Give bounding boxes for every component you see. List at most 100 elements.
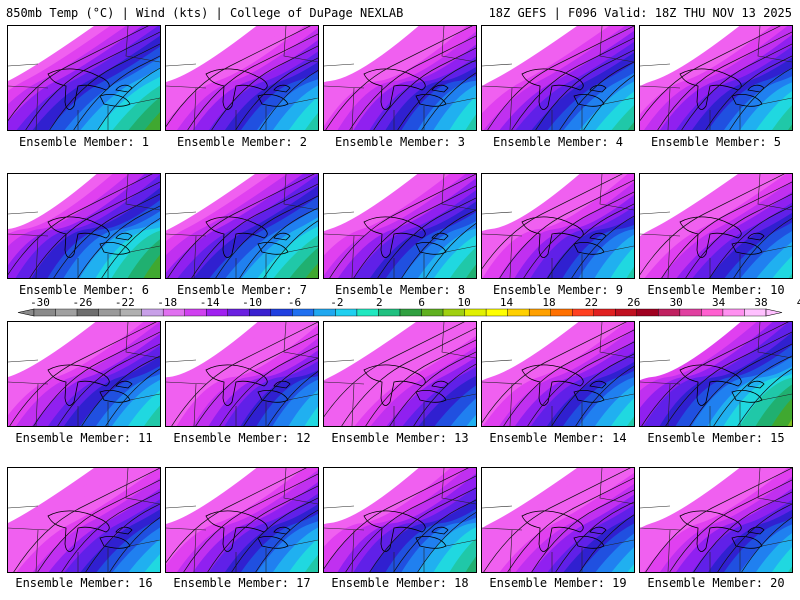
- isotherm-contour: [583, 75, 634, 130]
- colorbar-tick-label: -10: [242, 296, 262, 309]
- state-borders: [482, 468, 634, 572]
- isotherm-contour: [219, 345, 318, 426]
- isotherm-contour: [166, 26, 311, 128]
- temperature-map: [166, 26, 318, 130]
- great-lakes-outline: [205, 68, 291, 110]
- isotherm-contour: [640, 174, 785, 276]
- isotherm-contour: [737, 368, 792, 426]
- temperature-map: [324, 174, 476, 278]
- isotherm-contour: [741, 517, 792, 572]
- isotherm-contour: [547, 203, 634, 278]
- colorbar-swatch: [593, 308, 616, 317]
- ensemble-panel-14: [481, 321, 635, 427]
- isotherm-contour: [61, 491, 160, 572]
- state-borders: [8, 468, 160, 572]
- ensemble-panel-18: [323, 467, 477, 573]
- member-label-8: Ensemble Member: 8: [334, 283, 466, 297]
- great-lakes-outline: [521, 510, 607, 552]
- temperature-band: [305, 112, 318, 130]
- isotherm-contour: [369, 487, 476, 572]
- isotherm-contour: [657, 31, 792, 130]
- colorbar-tick-label: 2: [375, 296, 383, 309]
- great-lakes-outline: [521, 364, 607, 406]
- colorbar-swatch: [658, 308, 681, 317]
- isotherm-contour: [187, 33, 318, 130]
- colorbar-tick-label: -2: [330, 296, 344, 309]
- isotherm-contour: [665, 331, 792, 426]
- isotherm-contour: [645, 468, 792, 572]
- temperature-band: [449, 96, 476, 130]
- isotherm-contour: [705, 55, 792, 130]
- colorbar-swatch: [421, 308, 444, 317]
- colorbar-tick-label: -14: [199, 296, 220, 309]
- member-label-7: Ensemble Member: 7: [176, 283, 308, 297]
- isotherm-contour: [365, 339, 476, 426]
- colorbar-tick-label: -22: [114, 296, 135, 309]
- isotherm-contour: [425, 223, 476, 278]
- colorbar-swatch: [722, 308, 745, 317]
- ensemble-panel-9: [481, 173, 635, 279]
- temperature-band: [144, 112, 160, 130]
- temperature-band: [771, 398, 792, 426]
- member-label-1: Ensemble Member: 1: [18, 135, 150, 149]
- isotherm-contour: [13, 468, 160, 572]
- state-borders: [8, 322, 160, 426]
- state-borders: [324, 26, 476, 130]
- isotherm-contour: [53, 193, 160, 278]
- temperature-map: [482, 26, 634, 130]
- colorbar-swatch: [162, 308, 185, 317]
- colorbar-swatch: [572, 308, 594, 317]
- temperature-map: [482, 322, 634, 426]
- ensemble-panel-12: [165, 321, 319, 427]
- colorbar-swatch: [141, 308, 164, 317]
- colorbar-swatch: [485, 308, 508, 317]
- isotherm-contour: [166, 468, 307, 564]
- isotherm-contour: [713, 355, 792, 426]
- state-borders: [640, 174, 792, 278]
- great-lakes-outline: [47, 216, 133, 258]
- colorbar-swatch: [184, 308, 207, 317]
- temperature-map: [8, 174, 160, 278]
- temperature-band: [450, 398, 476, 426]
- colorbar-swatch: [356, 308, 379, 317]
- temperature-map: [640, 174, 792, 278]
- temperature-band: [627, 564, 634, 572]
- state-borders: [324, 468, 476, 572]
- great-lakes-outline: [363, 68, 449, 110]
- great-lakes-outline: [679, 364, 765, 406]
- member-label-5: Ensemble Member: 5: [650, 135, 782, 149]
- isotherm-contour: [33, 331, 160, 426]
- state-borders: [482, 322, 634, 426]
- great-lakes-outline: [679, 216, 765, 258]
- isotherm-contour: [393, 499, 476, 572]
- ensemble-panel-13: [323, 321, 477, 427]
- colorbar-tick-label: 14: [499, 296, 514, 309]
- state-borders: [640, 468, 792, 572]
- member-label-9: Ensemble Member: 9: [492, 283, 624, 297]
- isotherm-contour: [559, 61, 634, 130]
- isotherm-contour: [191, 183, 318, 278]
- temperature-map: [166, 468, 318, 572]
- isotherm-contour: [211, 45, 318, 130]
- temperature-map: [482, 468, 634, 572]
- isotherm-contour: [641, 322, 789, 426]
- isotherm-contour: [29, 181, 160, 278]
- temperature-map: [482, 174, 634, 278]
- isotherm-contour: [239, 207, 318, 278]
- colorbar-tick-label: 34: [711, 296, 726, 309]
- temperature-band: [449, 538, 476, 572]
- state-borders: [166, 468, 318, 572]
- temperature-band: [465, 114, 476, 130]
- colorbar-swatch: [313, 308, 336, 317]
- isotherm-contour: [421, 72, 476, 130]
- ensemble-panel-15: [639, 321, 793, 427]
- colorbar-min-arrow: [17, 308, 35, 317]
- isotherm-contour: [243, 357, 318, 426]
- isotherm-contour: [349, 35, 476, 130]
- isotherm-contour: [97, 67, 160, 130]
- colorbar-swatch: [744, 308, 767, 317]
- ensemble-panel-3: [323, 25, 477, 131]
- state-borders: [166, 322, 318, 426]
- isotherm-contour: [49, 43, 160, 130]
- temperature-map: [324, 322, 476, 426]
